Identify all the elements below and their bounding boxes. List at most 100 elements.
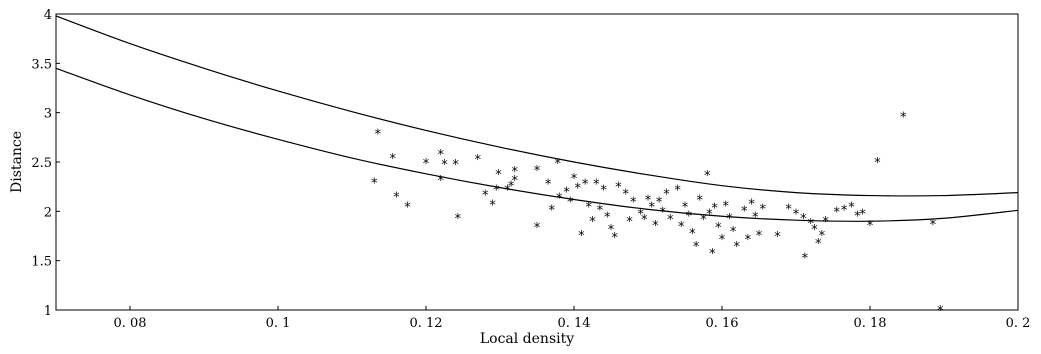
data-point: *	[652, 219, 659, 234]
upper-curve	[55, 15, 1019, 197]
data-point: *	[709, 247, 716, 262]
data-point: *	[745, 233, 752, 248]
data-point: *	[685, 209, 692, 224]
data-point: *	[371, 177, 378, 192]
data-point: *	[455, 212, 462, 227]
data-point: *	[641, 213, 648, 228]
data-point: *	[563, 186, 570, 201]
data-point: *	[534, 164, 541, 179]
data-point: *	[578, 229, 585, 244]
data-point: *	[859, 207, 866, 222]
data-point: *	[441, 158, 448, 173]
data-point: *	[489, 198, 496, 213]
data-point: *	[937, 304, 944, 319]
data-point: *	[704, 169, 711, 184]
data-point: *	[393, 191, 400, 206]
y-tick-label: 1.5	[31, 255, 52, 270]
data-point: *	[930, 218, 937, 233]
data-point: *	[759, 202, 766, 217]
data-point: *	[730, 225, 737, 240]
data-point: *	[567, 195, 574, 210]
data-point: *	[811, 223, 818, 238]
data-point: *	[623, 188, 630, 203]
data-point: *	[549, 203, 556, 218]
data-point: *	[438, 174, 445, 189]
data-point: *	[593, 178, 600, 193]
data-point: *	[756, 229, 763, 244]
data-point: *	[608, 223, 615, 238]
x-tick-label: 0. 16	[705, 316, 738, 331]
data-point: *	[582, 178, 589, 193]
data-point: *	[689, 227, 696, 242]
x-tick-label: 0. 2	[1006, 316, 1031, 331]
data-point: *	[678, 220, 685, 235]
boundary-curves	[55, 15, 1019, 222]
data-point: *	[512, 165, 519, 180]
data-point: *	[808, 217, 815, 232]
data-point: *	[697, 193, 704, 208]
y-tick-label: 2	[44, 205, 52, 220]
data-point: *	[438, 148, 445, 163]
x-tick-label: 0. 14	[557, 316, 590, 331]
x-tick-label: 0. 1	[266, 316, 291, 331]
data-point: *	[660, 205, 667, 220]
y-tick-label: 2.5	[31, 156, 52, 171]
data-point: *	[512, 174, 519, 189]
x-tick-label: 0. 12	[409, 316, 442, 331]
data-point: *	[693, 240, 700, 255]
y-axis-title: Distance	[9, 131, 25, 193]
data-point: *	[604, 210, 611, 225]
data-point: *	[867, 219, 874, 234]
y-tick-label: 1	[44, 304, 52, 319]
data-point: *	[900, 111, 907, 126]
y-tick-label: 4	[44, 8, 52, 23]
data-point: *	[645, 193, 652, 208]
data-point: *	[700, 213, 707, 228]
data-point: *	[802, 252, 809, 267]
data-point: *	[452, 158, 459, 173]
data-point: *	[833, 205, 840, 220]
x-tick-label: 0. 08	[113, 316, 146, 331]
data-point: *	[571, 172, 578, 187]
data-point: *	[615, 181, 622, 196]
data-point: *	[648, 200, 655, 215]
data-point: *	[389, 152, 396, 167]
data-point: *	[495, 168, 502, 183]
data-point: *	[682, 200, 689, 215]
data-point: *	[667, 213, 674, 228]
lower-curve	[55, 67, 1019, 222]
data-point: *	[656, 195, 663, 210]
data-points: ******** ****************** **************…	[371, 111, 944, 319]
data-point: *	[722, 199, 729, 214]
data-point: *	[793, 207, 800, 222]
data-point: *	[600, 184, 607, 199]
data-point: *	[630, 195, 637, 210]
data-point: *	[854, 209, 861, 224]
data-point: *	[482, 189, 489, 204]
x-axis-ticks: 0. 08 0. 1 0. 12 0. 14 0. 16 0. 18 0. 2	[113, 306, 1030, 331]
data-point: *	[815, 237, 822, 252]
data-point: *	[741, 204, 748, 219]
data-point: *	[715, 221, 722, 236]
data-point: *	[375, 127, 382, 142]
data-point: *	[545, 178, 552, 193]
data-point: *	[841, 203, 848, 218]
data-point: *	[404, 200, 411, 215]
data-point: *	[774, 230, 781, 245]
data-point: *	[752, 210, 759, 225]
data-point: *	[819, 229, 826, 244]
data-point: *	[534, 221, 541, 236]
data-point: *	[586, 200, 593, 215]
x-tick-label: 0. 18	[853, 316, 886, 331]
data-point: *	[611, 231, 618, 246]
data-point: *	[674, 184, 681, 199]
data-point: *	[637, 207, 644, 222]
data-point: *	[663, 188, 670, 203]
data-point: *	[626, 215, 633, 230]
data-point: *	[554, 157, 561, 172]
x-axis-title: Local density	[480, 331, 574, 347]
data-point: *	[589, 215, 596, 230]
data-point: *	[726, 212, 733, 227]
data-point: *	[597, 203, 604, 218]
